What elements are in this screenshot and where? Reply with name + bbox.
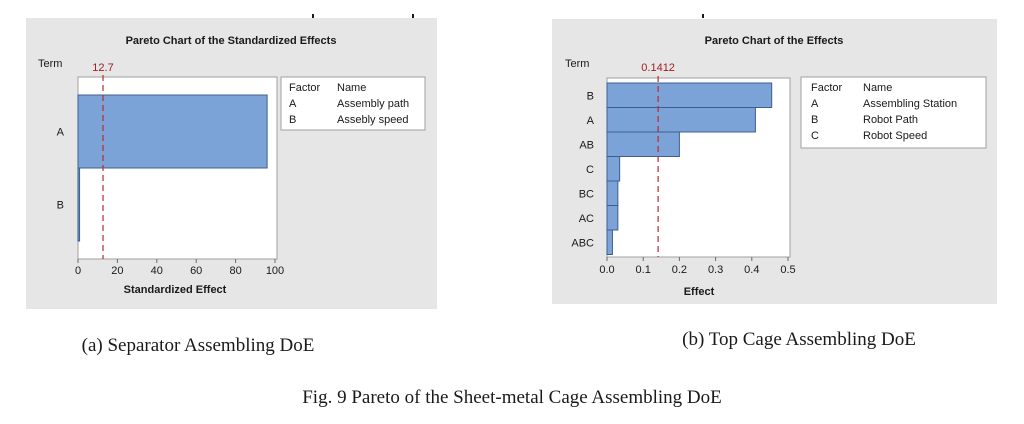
chart-b-reference-label: 0.1412 bbox=[641, 62, 675, 74]
chart-b-legend-name: Robot Path bbox=[863, 114, 918, 126]
chart-b-x-tick-label: 0.3 bbox=[708, 264, 723, 276]
chart-a-legend: Factor Name A Assembly path B Assebly sp… bbox=[280, 76, 426, 131]
chart-a-bars bbox=[77, 94, 268, 242]
chart-b-bar-ab bbox=[606, 131, 680, 157]
chart-b-legend-name: Robot Speed bbox=[863, 130, 927, 142]
chart-a: Pareto Chart of the Standardized Effects… bbox=[26, 18, 437, 309]
chart-b-legend-header-factor: Factor bbox=[811, 82, 843, 94]
chart-b-x-tick-label: 0.1 bbox=[636, 264, 651, 276]
chart-b-category-label: ABC bbox=[571, 237, 594, 249]
chart-b-bar-b bbox=[606, 82, 773, 108]
chart-a-category-label: B bbox=[57, 200, 64, 212]
chart-b-x-tick-label: 0.4 bbox=[744, 264, 759, 276]
chart-b-legend: Factor Name A Assembling Station B Robot… bbox=[800, 76, 987, 149]
chart-a-ylabel: Term bbox=[38, 58, 62, 70]
chart-b-category-label: AB bbox=[579, 139, 594, 151]
chart-b-x-ticks: 0.0 0.1 0.2 0.3 0.4 0.5 bbox=[599, 257, 796, 276]
chart-a-category-label: A bbox=[57, 127, 65, 139]
chart-a-title: Pareto Chart of the Standardized Effects bbox=[126, 35, 337, 47]
chart-b-bars bbox=[606, 82, 773, 255]
chart-b-x-tick-label: 0.0 bbox=[599, 264, 614, 276]
chart-a-legend-factor: B bbox=[289, 114, 296, 126]
chart-b-category-label: C bbox=[586, 164, 594, 176]
chart-b-xlabel: Effect bbox=[684, 286, 715, 298]
chart-b-bar-c bbox=[606, 156, 621, 182]
chart-b-category-label: BC bbox=[579, 188, 594, 200]
chart-a-x-tick-label: 60 bbox=[190, 265, 202, 277]
chart-b-bar-ac bbox=[606, 205, 619, 231]
subfigure-caption-a: (a) Separator Assembling DoE bbox=[82, 335, 315, 356]
figure-caption: Fig. 9 Pareto of the Sheet-metal Cage As… bbox=[302, 387, 722, 408]
chart-b-category-label: B bbox=[587, 90, 594, 102]
chart-a-legend-header-name: Name bbox=[337, 82, 366, 94]
chart-a-x-tick-label: 100 bbox=[266, 265, 284, 277]
chart-a-xlabel: Standardized Effect bbox=[124, 284, 227, 296]
chart-b: Pareto Chart of the Effects Term BAABCBC… bbox=[552, 19, 997, 304]
chart-a-category-labels: AB bbox=[57, 127, 65, 212]
chart-b-title: Pareto Chart of the Effects bbox=[705, 35, 844, 47]
crop-mark bbox=[312, 14, 314, 18]
chart-a-legend-header-factor: Factor bbox=[289, 82, 321, 94]
chart-a-legend-factor: A bbox=[289, 98, 297, 110]
chart-b-legend-factor: C bbox=[811, 130, 819, 142]
chart-b-bar-bc bbox=[606, 180, 619, 206]
chart-a-reference-label: 12.7 bbox=[92, 62, 113, 74]
chart-a-x-tick-label: 80 bbox=[229, 265, 241, 277]
chart-a-legend-name: Assembly path bbox=[337, 98, 409, 110]
chart-b-legend-name: Assembling Station bbox=[863, 98, 957, 110]
chart-b-x-tick-label: 0.5 bbox=[780, 264, 795, 276]
chart-a-x-tick-label: 20 bbox=[111, 265, 123, 277]
chart-a-legend-name: Assebly speed bbox=[337, 114, 409, 126]
chart-b-legend-header-name: Name bbox=[863, 82, 892, 94]
chart-a-x-tick-label: 0 bbox=[75, 265, 81, 277]
chart-b-bar-a bbox=[606, 107, 756, 133]
chart-b-legend-factor: A bbox=[811, 98, 819, 110]
chart-a-x-tick-label: 40 bbox=[151, 265, 163, 277]
chart-b-legend-factor: B bbox=[811, 114, 818, 126]
crop-mark bbox=[702, 14, 704, 18]
chart-b-category-label: A bbox=[587, 115, 595, 127]
subfigure-caption-b: (b) Top Cage Assembling DoE bbox=[682, 329, 916, 350]
chart-b-legend-box bbox=[800, 76, 987, 149]
chart-a-x-ticks: 0 20 40 60 80 100 bbox=[75, 259, 284, 277]
chart-b-bar-abc bbox=[606, 229, 613, 255]
crop-mark bbox=[412, 14, 414, 18]
chart-a-legend-box bbox=[280, 76, 426, 131]
chart-a-bar-a bbox=[77, 94, 268, 169]
chart-b-x-tick-label: 0.2 bbox=[672, 264, 687, 276]
chart-b-ylabel: Term bbox=[565, 58, 589, 70]
chart-a-bar-b bbox=[77, 167, 81, 242]
chart-b-category-label: AC bbox=[579, 213, 594, 225]
